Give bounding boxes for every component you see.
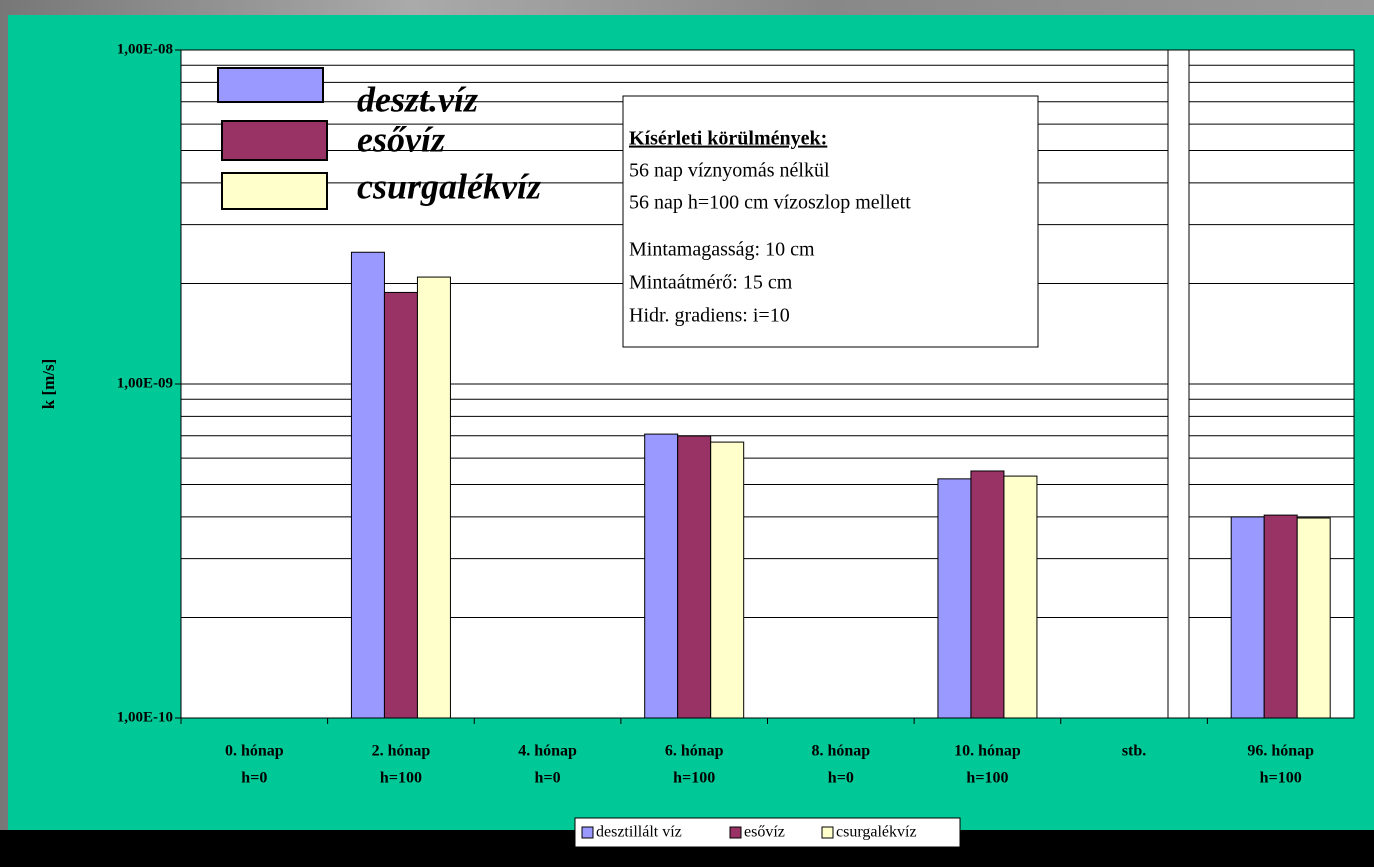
annotation-line: 56 nap h=100 cm vízoszlop mellett [629, 192, 911, 214]
x-tick-label: h=0 [241, 770, 267, 787]
x-tick-label: 10. hónap [954, 743, 1021, 760]
legend-swatch [221, 120, 328, 161]
legend-swatch [729, 826, 742, 839]
x-tick-label: 8. hónap [811, 743, 870, 760]
x-tick-label: 0. hónap [225, 743, 284, 760]
x-tick-label: h=100 [1260, 770, 1302, 787]
bar [350, 251, 385, 719]
legend-label: desztillált víz [596, 824, 682, 841]
x-tick-label: h=100 [966, 770, 1008, 787]
bar [1003, 475, 1038, 719]
legend-label: esővíz [744, 824, 785, 841]
bar [1230, 516, 1265, 719]
legend-swatch [821, 826, 834, 839]
x-tick-label: 4. hónap [518, 743, 577, 760]
legend-swatch [221, 172, 328, 210]
annotation-line: Hidr. gradiens: i=10 [629, 305, 790, 327]
annotation-line: Mintamagasság: 10 cm [629, 239, 815, 261]
axis-break [1167, 49, 1190, 719]
legend-box [574, 817, 961, 848]
bar [644, 433, 679, 719]
y-axis-label: k [m/s] [39, 359, 58, 410]
x-tick-label: h=100 [673, 770, 715, 787]
legend-label: esővíz [357, 119, 445, 159]
bar [677, 435, 712, 719]
x-tick-label: 96. hónap [1247, 743, 1314, 760]
annotation-line: 56 nap víznyomás nélkül [629, 160, 830, 182]
x-tick-label: 2. hónap [372, 743, 431, 760]
annotation-box [622, 95, 1039, 348]
annotation-line: Mintaátmérő: 15 cm [629, 272, 793, 294]
bar [1263, 514, 1298, 719]
bar [1296, 517, 1331, 719]
x-tick-label: h=0 [828, 770, 854, 787]
bar [710, 441, 745, 719]
bar [937, 478, 972, 719]
legend-swatch [581, 826, 594, 839]
y-tick-label: 1,00E-09 [117, 375, 173, 391]
x-tick-label: stb. [1122, 743, 1146, 760]
x-tick-label: h=100 [380, 770, 422, 787]
legend-swatch [217, 67, 324, 103]
x-tick-label: h=0 [535, 770, 561, 787]
bar [970, 470, 1005, 719]
y-tick-label: 1,00E-10 [117, 709, 173, 725]
legend-label: csurgalékvíz [836, 824, 917, 841]
legend-label: csurgalékvíz [357, 166, 541, 206]
legend-label: deszt.víz [357, 79, 478, 119]
bar [383, 291, 418, 719]
bar [416, 276, 451, 719]
x-tick-label: 6. hónap [665, 743, 724, 760]
annotation-title: Kísérleti körülmények: [629, 128, 827, 150]
y-tick-label: 1,00E-08 [117, 41, 173, 57]
